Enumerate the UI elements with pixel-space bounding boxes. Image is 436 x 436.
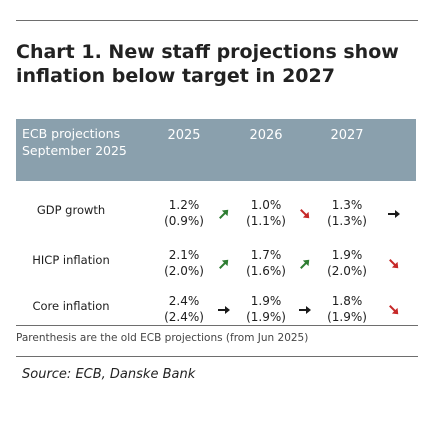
arrow-down-icon xyxy=(297,206,313,222)
note-rule xyxy=(16,325,418,326)
column-header-2026: 2026 xyxy=(249,128,283,143)
previous-value: (2.0%) xyxy=(164,264,204,278)
column-header-2027: 2027 xyxy=(330,128,364,143)
value-cell-core-inflation-2026: 1.9% (1.9%) xyxy=(236,293,296,325)
new-value: 1.7% xyxy=(250,248,282,262)
header-band xyxy=(16,119,416,181)
new-value: 1.8% xyxy=(331,294,363,308)
column-header-2025: 2025 xyxy=(167,128,201,143)
arrow-up-icon xyxy=(216,206,232,222)
previous-value: (1.6%) xyxy=(246,264,286,278)
value-cell-gdp-growth-2026: 1.0% (1.1%) xyxy=(236,197,296,229)
arrow-flat-icon xyxy=(297,302,313,318)
arrow-up-icon xyxy=(216,256,232,272)
arrow-flat-icon xyxy=(216,302,232,318)
previous-value: (0.9%) xyxy=(164,214,204,228)
row-label-hicp-inflation: HICP inflation xyxy=(32,253,110,267)
value-cell-core-inflation-2027: 1.8% (1.9%) xyxy=(317,293,377,325)
previous-value: (1.9%) xyxy=(246,310,286,324)
new-value: 2.4% xyxy=(168,294,200,308)
arrow-down-icon xyxy=(386,302,402,318)
value-cell-hicp-inflation-2027: 1.9% (2.0%) xyxy=(317,247,377,279)
new-value: 2.1% xyxy=(168,248,200,262)
previous-value: (1.9%) xyxy=(327,310,367,324)
new-value: 1.2% xyxy=(168,198,200,212)
arrow-down-icon xyxy=(386,256,402,272)
previous-value: (1.3%) xyxy=(327,214,367,228)
row-label-core-inflation: Core inflation xyxy=(32,299,110,313)
chart-title: Chart 1. New staff projections show infl… xyxy=(16,41,399,87)
row-label-gdp-growth: GDP growth xyxy=(36,203,106,217)
new-value: 1.9% xyxy=(250,294,282,308)
new-value: 1.9% xyxy=(331,248,363,262)
source-rule xyxy=(16,356,418,357)
top-rule xyxy=(16,20,418,21)
value-cell-hicp-inflation-2025: 2.1% (2.0%) xyxy=(154,247,214,279)
value-cell-gdp-growth-2025: 1.2% (0.9%) xyxy=(154,197,214,229)
header-label: ECB projections September 2025 xyxy=(22,125,152,159)
note-text: Parenthesis are the old ECB projections … xyxy=(16,332,309,344)
value-cell-hicp-inflation-2026: 1.7% (1.6%) xyxy=(236,247,296,279)
previous-value: (2.0%) xyxy=(327,264,367,278)
value-cell-core-inflation-2025: 2.4% (2.4%) xyxy=(154,293,214,325)
previous-value: (1.1%) xyxy=(246,214,286,228)
header-label-line1: ECB projections xyxy=(22,126,121,141)
new-value: 1.3% xyxy=(331,198,363,212)
arrow-up-icon xyxy=(297,256,313,272)
arrow-flat-icon xyxy=(386,206,402,222)
value-cell-gdp-growth-2027: 1.3% (1.3%) xyxy=(317,197,377,229)
new-value: 1.0% xyxy=(250,198,282,212)
source-text: Source: ECB, Danske Bank xyxy=(22,367,196,382)
header-label-line2: September 2025 xyxy=(22,143,127,158)
previous-value: (2.4%) xyxy=(164,310,204,324)
